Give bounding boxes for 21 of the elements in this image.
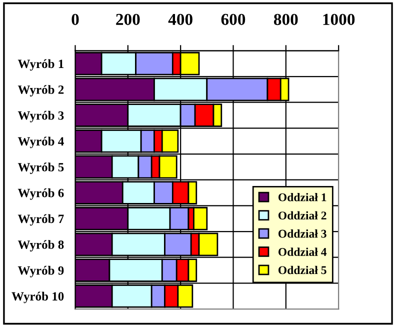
- legend-label: Oddział 5: [278, 266, 326, 274]
- y-tick-label: Wyrób 4: [18, 136, 64, 148]
- y-tick-label: Wyrób 6: [18, 188, 64, 200]
- legend-label: Oddział 1: [278, 192, 326, 202]
- x-tick-label: 1000: [323, 14, 355, 26]
- y-tick-label: Wyrób 3: [18, 110, 64, 122]
- y-tick-label: Wyrób 9: [18, 266, 64, 278]
- y-tick-label: Wyrób 10: [12, 292, 64, 304]
- x-tick-label: 200: [116, 14, 140, 26]
- y-tick-label: Wyrób 8: [18, 240, 64, 252]
- y-tick-label: Wyrób 7: [18, 214, 64, 226]
- y-tick-label: Wyrób 5: [18, 162, 64, 174]
- x-tick-label: 0: [72, 14, 79, 26]
- y-tick-label: Wyrób 2: [18, 85, 64, 96]
- x-tick-label: 600: [221, 14, 246, 26]
- legend-label: Oddział 4: [278, 248, 327, 256]
- y-tick-label: Wyrób 1: [18, 59, 64, 71]
- legend-label: Oddział 2: [278, 211, 326, 220]
- x-tick-label: 800: [274, 14, 298, 26]
- x-tick-label: 400: [168, 14, 192, 26]
- legend-label: Oddział 3: [278, 229, 326, 238]
